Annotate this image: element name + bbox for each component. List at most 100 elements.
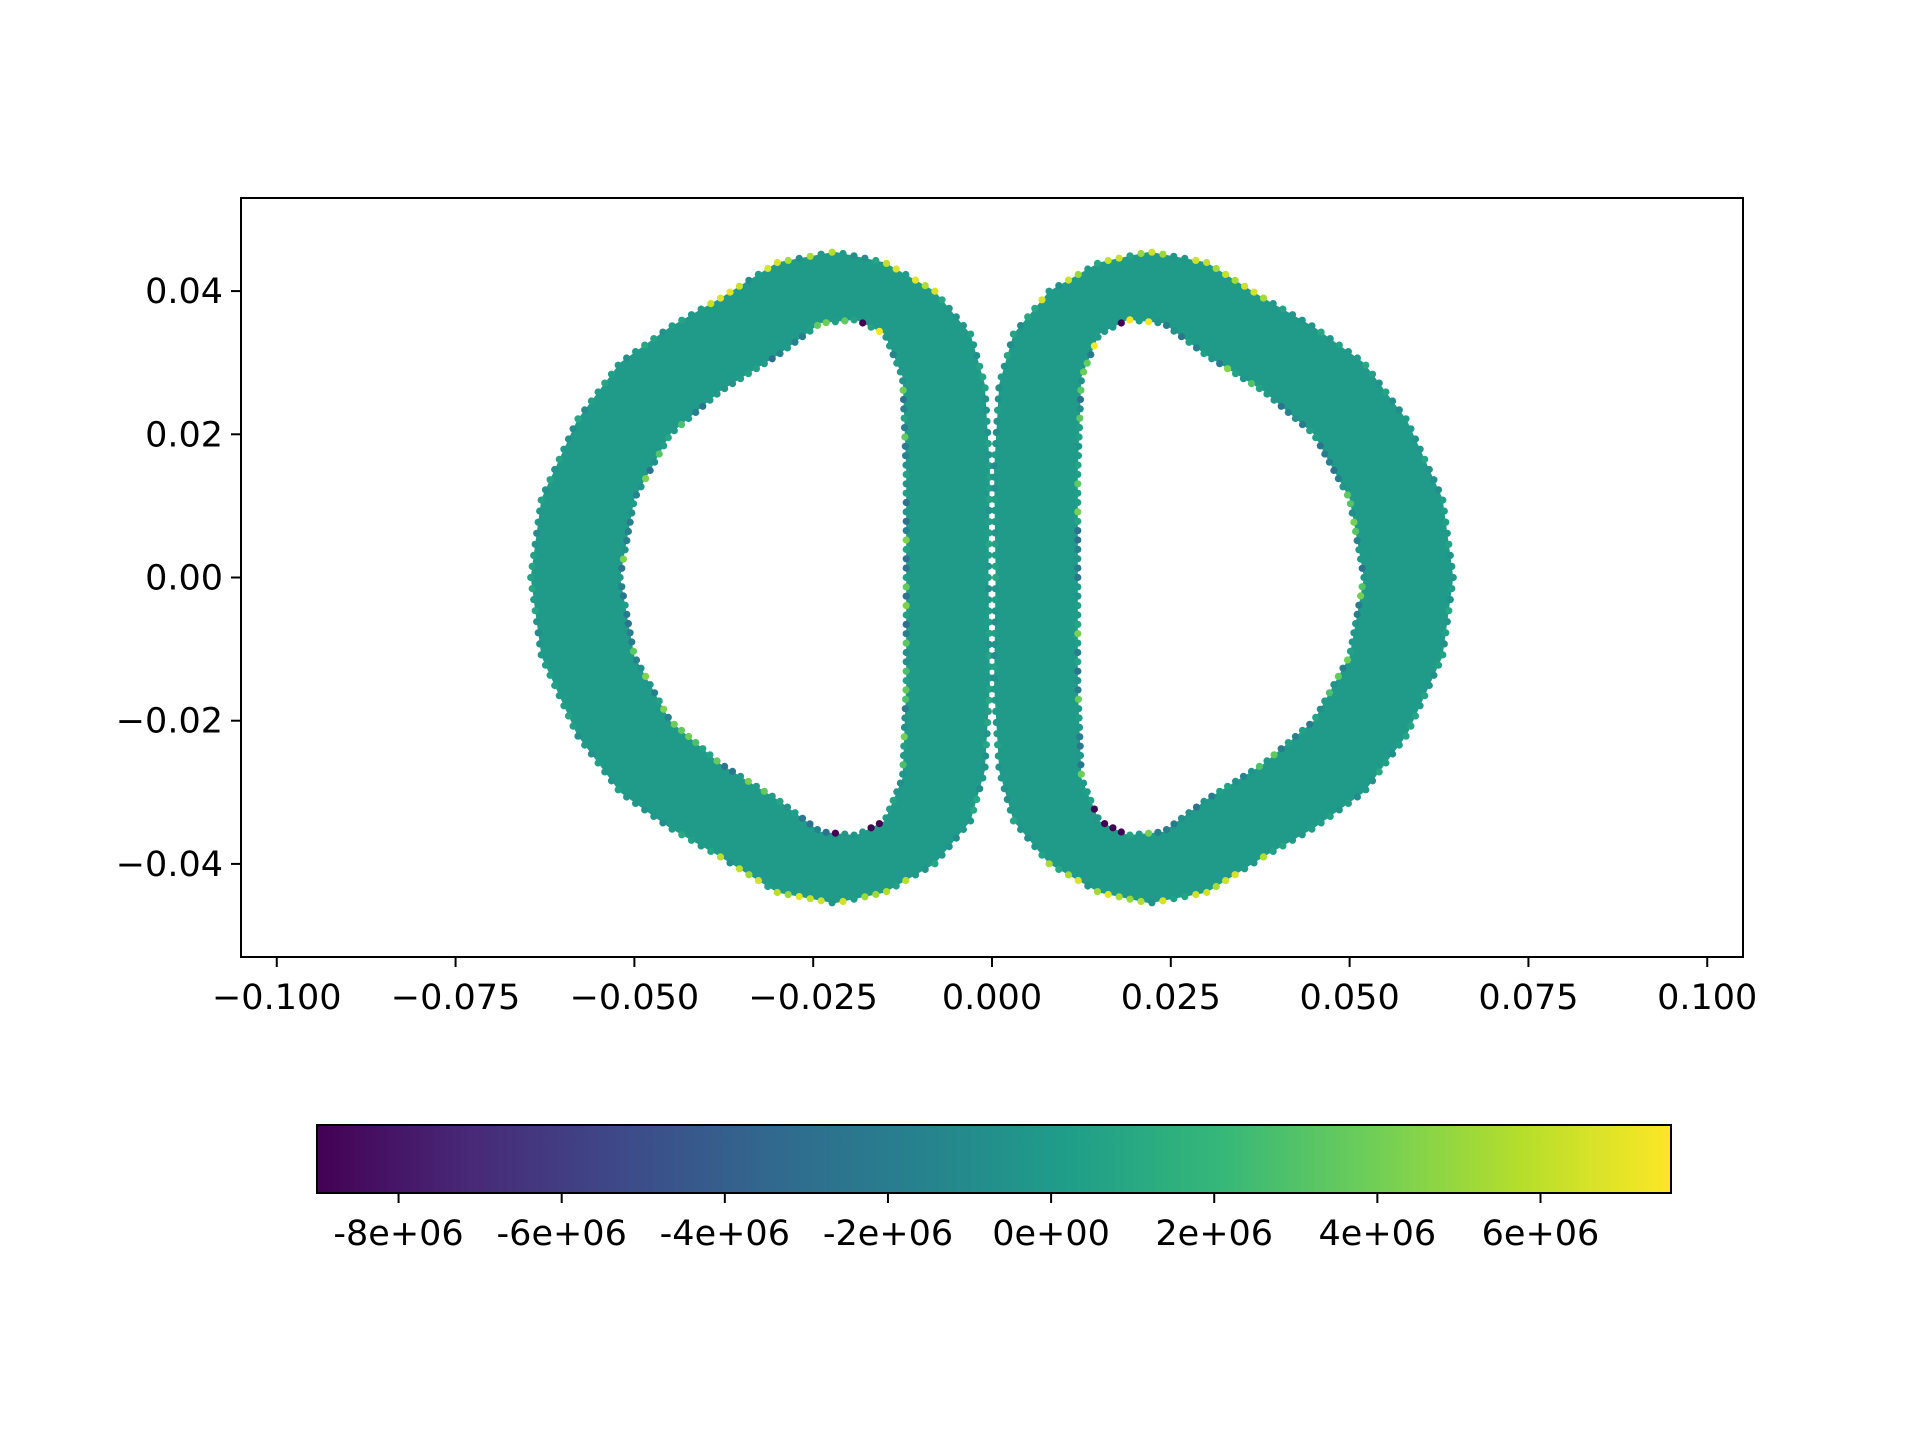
data-point — [651, 689, 659, 697]
data-point — [791, 809, 799, 817]
data-point — [528, 585, 536, 593]
data-point — [1080, 368, 1088, 376]
data-point — [902, 677, 910, 685]
data-point — [764, 264, 772, 273]
data-point — [1448, 562, 1456, 571]
data-point — [1212, 264, 1220, 273]
data-point — [839, 897, 847, 906]
data-point — [861, 893, 869, 901]
data-point — [911, 276, 920, 284]
data-point — [1353, 793, 1361, 801]
data-point — [1077, 770, 1085, 778]
data-point — [624, 620, 633, 628]
data-point — [564, 435, 573, 443]
data-point — [902, 876, 910, 885]
data-point — [1362, 361, 1370, 369]
data-point — [1350, 629, 1358, 637]
data-point — [1126, 831, 1134, 839]
data-point — [985, 562, 993, 570]
data-point — [850, 316, 858, 324]
data-point — [773, 888, 781, 897]
data-point — [1232, 370, 1240, 378]
x-tick-label: −0.075 — [391, 978, 521, 1018]
data-point — [1159, 250, 1167, 258]
data-point — [1192, 256, 1200, 264]
data-point — [806, 327, 814, 335]
data-point — [831, 318, 840, 326]
data-point — [1263, 390, 1271, 398]
data-point — [1277, 745, 1285, 753]
data-point — [764, 882, 772, 891]
data-point — [713, 390, 721, 398]
data-point — [902, 583, 910, 591]
data-point — [791, 338, 799, 346]
data-point — [528, 562, 536, 571]
y-tick-label: −0.04 — [116, 845, 223, 885]
data-point — [1326, 335, 1334, 343]
data-point — [594, 388, 602, 396]
data-point — [992, 428, 1000, 437]
data-point — [697, 842, 705, 850]
data-point — [902, 461, 910, 469]
data-point — [754, 270, 763, 278]
data-point — [985, 451, 993, 459]
data-point — [1074, 602, 1082, 610]
data-point — [1421, 692, 1429, 700]
data-point — [1355, 546, 1363, 554]
data-point — [537, 651, 545, 659]
data-point — [1159, 897, 1167, 905]
data-point — [1074, 517, 1082, 525]
data-point — [581, 741, 589, 749]
data-point — [899, 751, 908, 760]
data-point — [1003, 352, 1011, 360]
data-point — [859, 828, 867, 836]
data-point — [1076, 414, 1084, 422]
data-point — [601, 768, 609, 776]
data-point — [979, 774, 987, 782]
data-point — [985, 696, 993, 704]
data-point — [1074, 536, 1082, 544]
data-point — [1076, 733, 1084, 741]
data-point — [900, 414, 908, 422]
data-point — [629, 647, 638, 655]
data-point — [736, 375, 745, 383]
data-point — [991, 451, 999, 459]
data-point — [983, 417, 991, 425]
data-point — [902, 555, 910, 563]
data-point — [536, 640, 544, 648]
data-point — [994, 395, 1002, 403]
data-point — [531, 607, 539, 615]
data-point — [1148, 248, 1156, 256]
data-point — [991, 696, 999, 704]
data-point — [1077, 377, 1085, 385]
data-point — [768, 355, 776, 363]
colorbar-tick-label: 6e+06 — [1482, 1214, 1600, 1254]
data-point — [817, 250, 825, 258]
data-point — [902, 611, 910, 619]
data-point — [973, 795, 981, 804]
data-point — [991, 551, 999, 559]
data-point — [760, 787, 768, 795]
data-point — [632, 799, 640, 808]
data-point — [1284, 408, 1292, 416]
data-point — [1247, 380, 1256, 388]
data-point — [628, 509, 636, 517]
data-point — [641, 806, 649, 814]
data-point — [902, 489, 910, 497]
data-point — [841, 830, 849, 838]
data-point — [1291, 414, 1299, 423]
colorbar-ticks: -8e+06 -6e+06 -4e+06 -2e+06 0e+00 2e+06 4e+06 6… — [333, 1193, 1599, 1254]
data-point — [1074, 545, 1082, 554]
data-point — [902, 452, 910, 460]
colorbar-gradient — [316, 1124, 1672, 1194]
x-tick-label: −0.050 — [570, 978, 700, 1018]
data-point — [1343, 656, 1352, 664]
data-point — [1074, 452, 1082, 460]
data-point — [1074, 555, 1082, 563]
data-point — [574, 415, 582, 423]
colorbar-tick-label: 0e+00 — [992, 1214, 1110, 1254]
data-point — [967, 817, 975, 825]
data-point — [806, 820, 814, 828]
data-point — [621, 601, 629, 609]
y-tick-label: −0.02 — [116, 702, 223, 742]
